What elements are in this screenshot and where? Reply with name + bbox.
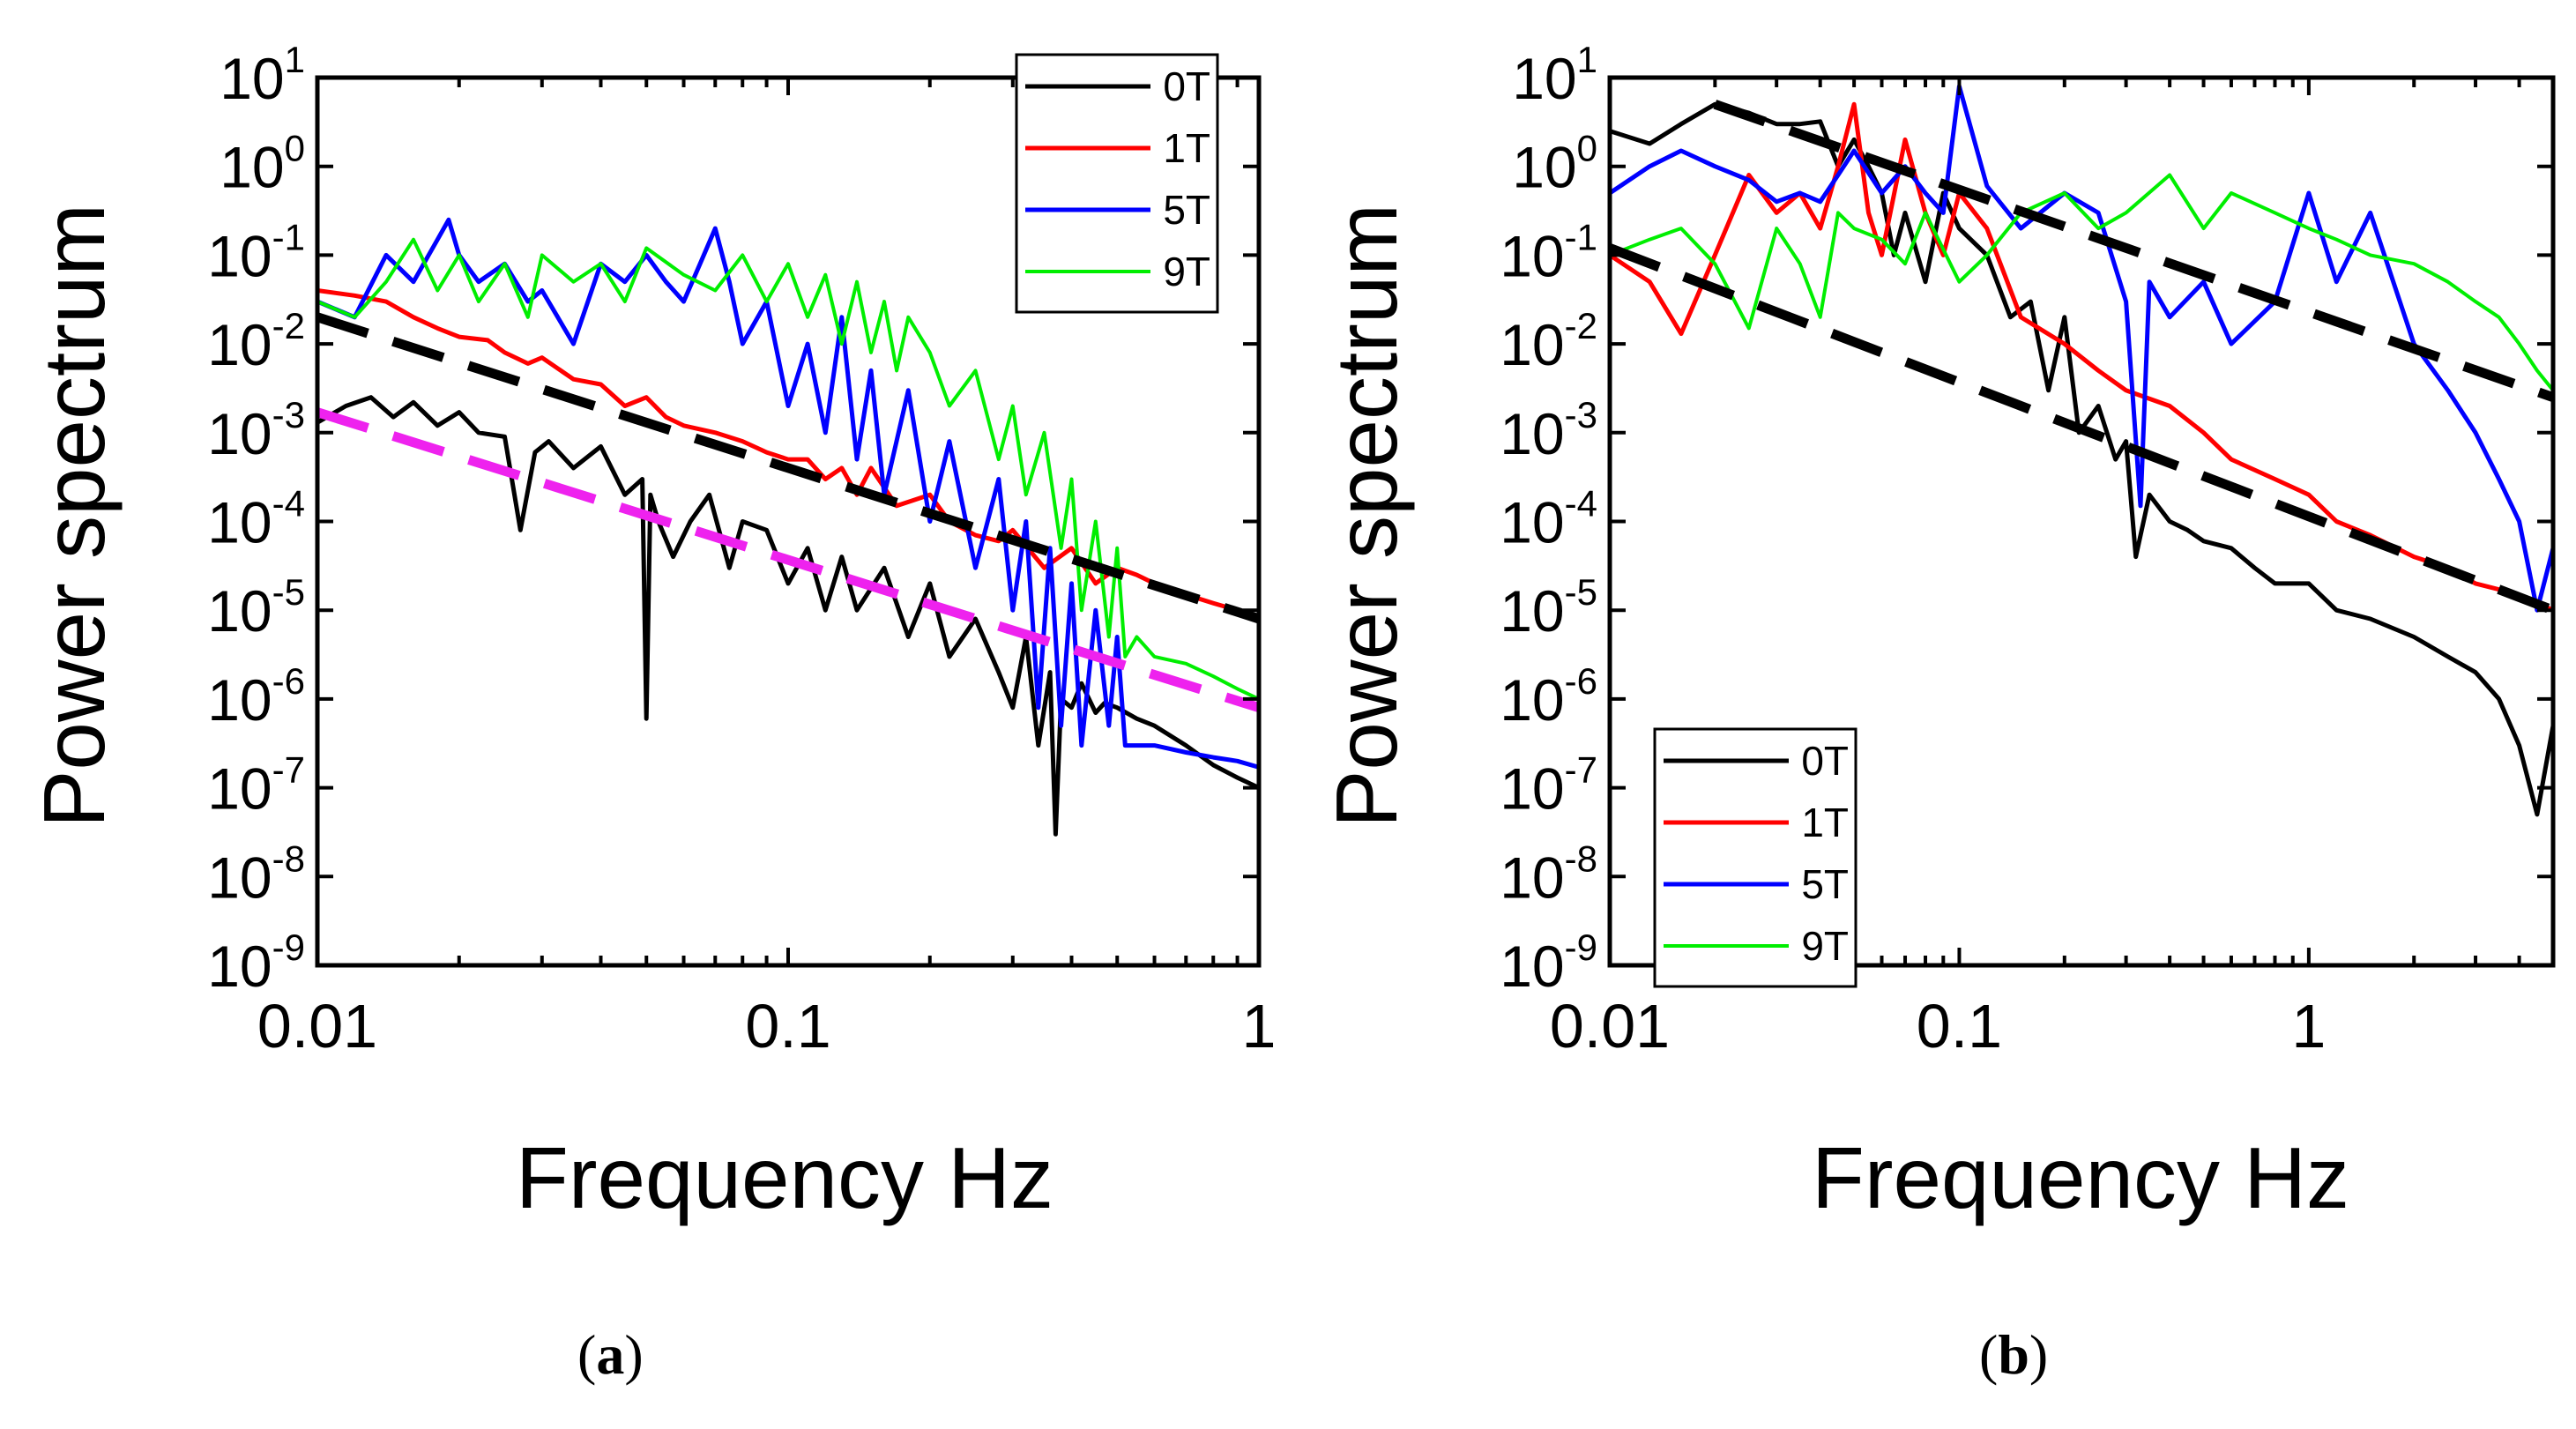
y-tick-label: 10-9 bbox=[207, 927, 305, 999]
panel-b-xlabel: Frequency Hz bbox=[1812, 1129, 2349, 1226]
y-tick-label: 10-5 bbox=[207, 571, 305, 644]
y-tick-label: 101 bbox=[1512, 39, 1597, 111]
x-tick-label: 0.1 bbox=[1917, 992, 2002, 1061]
x-tick-label: 1 bbox=[1242, 992, 1277, 1061]
legend-label-9T: 9T bbox=[1163, 249, 1210, 294]
y-tick-label: 101 bbox=[220, 39, 305, 111]
x-tick-label: 0.1 bbox=[745, 992, 830, 1061]
legend-label-0T: 0T bbox=[1163, 63, 1210, 109]
legend-label-5T: 5T bbox=[1163, 187, 1210, 233]
fit-line-2 bbox=[1610, 243, 2553, 615]
panel-a: 10110010-110-210-310-410-510-610-710-810… bbox=[26, 39, 1276, 1226]
x-tick-label: 1 bbox=[2291, 992, 2326, 1061]
caption-b: (b) bbox=[1979, 1323, 2049, 1386]
panel-b: 10110010-110-210-310-410-510-610-710-810… bbox=[1318, 39, 2556, 1226]
y-tick-label: 10-1 bbox=[207, 216, 305, 288]
y-tick-label: 10-2 bbox=[1500, 305, 1597, 377]
y-tick-label: 10-4 bbox=[1500, 483, 1597, 555]
legend: 0T 1T 5T 9T bbox=[1653, 727, 1858, 988]
legend-label-0T: 0T bbox=[1801, 738, 1849, 784]
y-tick-label: 100 bbox=[1512, 128, 1597, 200]
y-tick-label: 10-6 bbox=[1500, 660, 1597, 733]
y-tick-label: 10-7 bbox=[1500, 749, 1597, 822]
series-line-5T bbox=[317, 217, 1259, 770]
series-group bbox=[1610, 84, 2553, 817]
x-tick-label: 0.01 bbox=[1550, 992, 1670, 1061]
y-tick-label: 10-8 bbox=[207, 837, 305, 910]
fit-line-1 bbox=[1713, 100, 2553, 402]
y-tick-label: 10-5 bbox=[1500, 571, 1597, 644]
legend: 0T 1T 5T 9T bbox=[1015, 53, 1219, 314]
caption-b-letter: b bbox=[1998, 1323, 2029, 1386]
series-line-9T bbox=[1610, 173, 2553, 392]
y-tick-label: 10-6 bbox=[207, 660, 305, 733]
y-tick-label: 10-4 bbox=[207, 483, 305, 555]
series-line-0T bbox=[317, 395, 1259, 837]
y-tick-label: 10-3 bbox=[1500, 394, 1597, 466]
y-tick-label: 10-9 bbox=[1500, 927, 1597, 999]
caption-a-letter: a bbox=[596, 1323, 625, 1386]
legend-label-5T: 5T bbox=[1801, 861, 1849, 907]
legend-label-1T: 1T bbox=[1163, 125, 1210, 171]
fit-line-2 bbox=[317, 407, 1259, 712]
panel-a-ylabel: Power spectrum bbox=[26, 204, 123, 828]
series-group bbox=[317, 217, 1259, 837]
legend-box bbox=[1015, 53, 1219, 314]
x-tick-label: 0.01 bbox=[257, 992, 377, 1061]
fit-line-1 bbox=[317, 312, 1259, 624]
panel-a-plot-area: 10110010-110-210-310-410-510-610-710-810… bbox=[207, 39, 1276, 1061]
y-tick-label: 100 bbox=[220, 128, 305, 200]
y-tick-label: 10-8 bbox=[1500, 837, 1597, 910]
y-tick-label: 10-7 bbox=[207, 749, 305, 822]
legend-box bbox=[1653, 727, 1858, 988]
series-line-9T bbox=[317, 237, 1259, 701]
y-tick-label: 10-1 bbox=[1500, 216, 1597, 288]
caption-a: (a) bbox=[577, 1323, 644, 1386]
series-line-0T bbox=[1610, 101, 2553, 817]
y-tick-label: 10-3 bbox=[207, 394, 305, 466]
panel-a-xlabel: Frequency Hz bbox=[516, 1129, 1053, 1226]
legend-label-1T: 1T bbox=[1801, 800, 1849, 845]
legend-label-9T: 9T bbox=[1801, 923, 1849, 969]
y-tick-label: 10-2 bbox=[207, 305, 305, 377]
panel-b-plot-area: 10110010-110-210-310-410-510-610-710-810… bbox=[1500, 39, 2556, 1061]
panel-b-ylabel: Power spectrum bbox=[1318, 204, 1415, 828]
